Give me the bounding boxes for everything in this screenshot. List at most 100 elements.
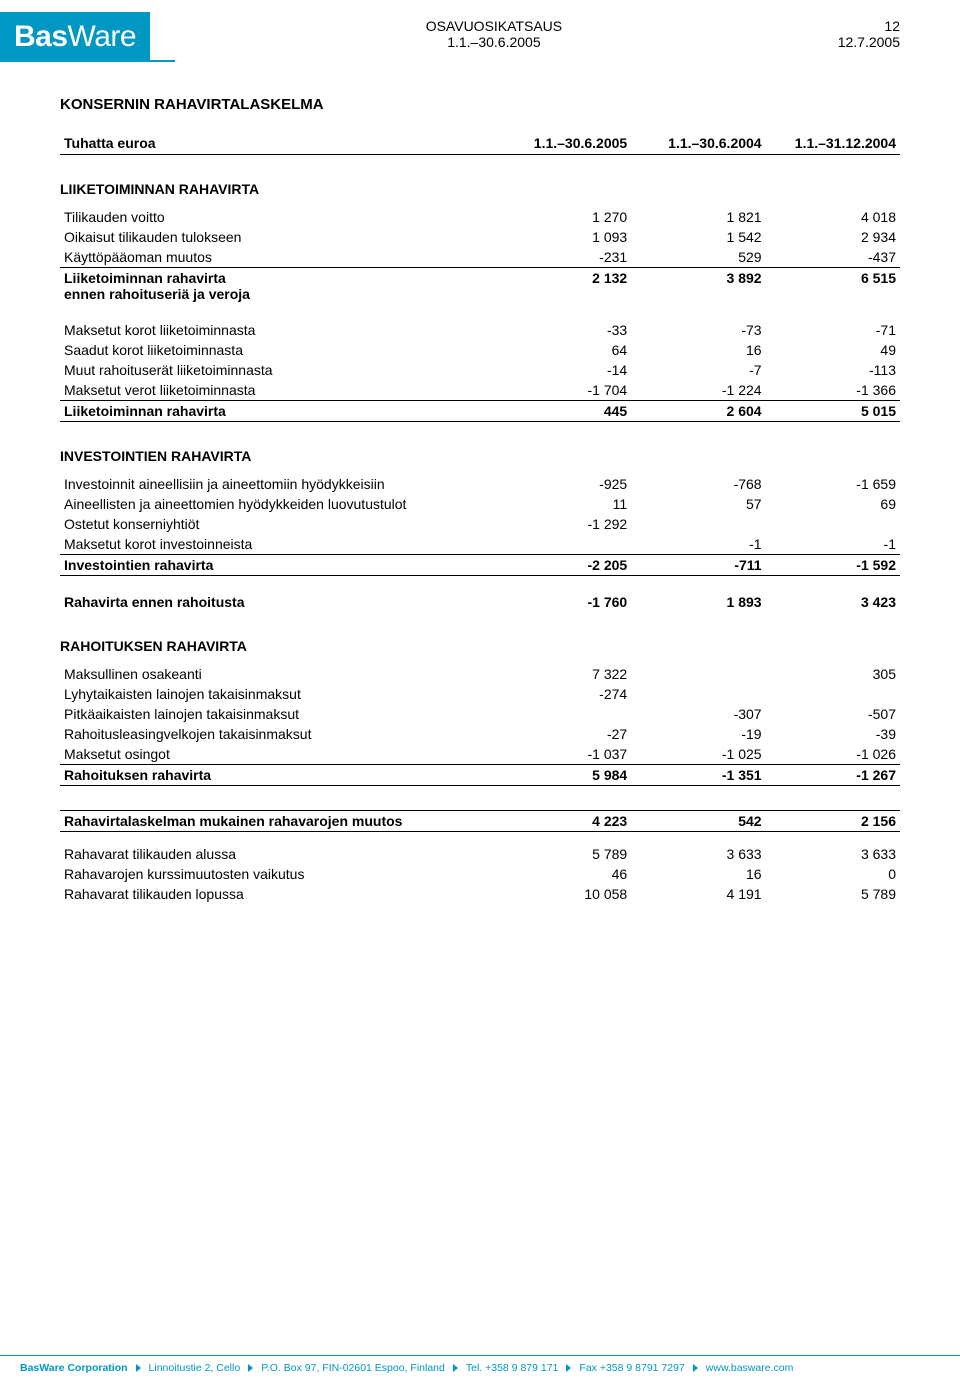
table-row: Ostetut konserniyhtiöt-1 292 (60, 514, 900, 534)
table-row: Rahoitusleasingvelkojen takaisinmaksut-2… (60, 724, 900, 744)
row-label: Maksetut osingot (60, 744, 497, 765)
row-value: -437 (766, 247, 900, 268)
row-value: -1 025 (631, 744, 765, 765)
fin-total-c3: -1 267 (766, 765, 900, 786)
row-value (631, 684, 765, 704)
col-3: 1.1.–31.12.2004 (766, 133, 900, 155)
pre-fin-c3: 3 423 (766, 592, 900, 612)
fin-total-c1: 5 984 (497, 765, 631, 786)
row-value: 1 542 (631, 227, 765, 247)
row-value: -768 (631, 474, 765, 494)
row-value: -1 037 (497, 744, 631, 765)
row-label: Maksetut korot investoinneista (60, 534, 497, 555)
row-value: -7 (631, 360, 765, 380)
change-c2: 542 (631, 811, 765, 832)
row-value: -1 (631, 534, 765, 555)
table-row: Rahavarojen kurssimuutosten vaikutus4616… (60, 864, 900, 884)
section-operating-title: LIIKETOIMINNAN RAHAVIRTA (60, 181, 900, 197)
row-value: 16 (631, 340, 765, 360)
row-label: Rahavarat tilikauden lopussa (60, 884, 497, 904)
row-label: Rahoitusleasingvelkojen takaisinmaksut (60, 724, 497, 744)
op-total-c1: 445 (497, 401, 631, 422)
table-row: Lyhytaikaisten lainojen takaisinmaksut-2… (60, 684, 900, 704)
op-total-c3: 5 015 (766, 401, 900, 422)
row-value: -231 (497, 247, 631, 268)
separator-icon (136, 1364, 141, 1372)
row-label: Saadut korot liiketoiminnasta (60, 340, 497, 360)
row-label: Aineellisten ja aineettomien hyödykkeide… (60, 494, 497, 514)
row-value: 5 789 (497, 844, 631, 864)
footer-tel: Tel. +358 9 879 171 (466, 1362, 559, 1374)
page-content: KONSERNIN RAHAVIRTALASKELMA Tuhatta euro… (0, 62, 960, 904)
table-row: Aineellisten ja aineettomien hyödykkeide… (60, 494, 900, 514)
footer-web: www.basware.com (706, 1362, 794, 1374)
op-subtotal-c1: 2 132 (497, 268, 631, 305)
row-value: -73 (631, 320, 765, 340)
row-value: -1 366 (766, 380, 900, 401)
row-value: 529 (631, 247, 765, 268)
row-value: -39 (766, 724, 900, 744)
row-value: -19 (631, 724, 765, 744)
row-label: Maksetut korot liiketoiminnasta (60, 320, 497, 340)
row-value: -925 (497, 474, 631, 494)
row-value: 7 322 (497, 664, 631, 684)
row-label: Muut rahoituserät liiketoiminnasta (60, 360, 497, 380)
inv-total-c1: -2 205 (497, 555, 631, 576)
row-value: -1 224 (631, 380, 765, 401)
table-row: Saadut korot liiketoiminnasta641649 (60, 340, 900, 360)
table-row: Oikaisut tilikauden tulokseen1 0931 5422… (60, 227, 900, 247)
row-value: -33 (497, 320, 631, 340)
section-investing-title: INVESTOINTIEN RAHAVIRTA (60, 448, 900, 464)
row-value: 4 191 (631, 884, 765, 904)
row-value (631, 664, 765, 684)
row-value: 64 (497, 340, 631, 360)
row-value: -307 (631, 704, 765, 724)
row-label: Oikaisut tilikauden tulokseen (60, 227, 497, 247)
row-value: 1 093 (497, 227, 631, 247)
row-value: -27 (497, 724, 631, 744)
table-row: Rahavarat tilikauden lopussa10 0584 1915… (60, 884, 900, 904)
row-label: Investoinnit aineellisiin ja aineettomii… (60, 474, 497, 494)
row-value: -1 026 (766, 744, 900, 765)
row-label: Pitkäaikaisten lainojen takaisinmaksut (60, 704, 497, 724)
fin-total-c2: -1 351 (631, 765, 765, 786)
row-value: -113 (766, 360, 900, 380)
col-1: 1.1.–30.6.2005 (497, 133, 631, 155)
row-value (497, 704, 631, 724)
row-value: 5 789 (766, 884, 900, 904)
footer-fax: Fax +358 9 8791 7297 (579, 1362, 684, 1374)
row-value (766, 514, 900, 534)
table-row: Maksetut osingot-1 037-1 025-1 026 (60, 744, 900, 765)
table-row: Maksetut korot liiketoiminnasta-33-73-71 (60, 320, 900, 340)
col-label: Tuhatta euroa (60, 133, 497, 155)
table-row: Investoinnit aineellisiin ja aineettomii… (60, 474, 900, 494)
row-value: -1 659 (766, 474, 900, 494)
table-row: Maksetut korot investoinneista-1-1 (60, 534, 900, 555)
row-value: 11 (497, 494, 631, 514)
row-value: -71 (766, 320, 900, 340)
closing-table: Rahavarat tilikauden alussa5 7893 6333 6… (60, 844, 900, 904)
row-label: Rahavarojen kurssimuutosten vaikutus (60, 864, 497, 884)
table-row: Tilikauden voitto1 2701 8214 018 (60, 207, 900, 227)
row-label: Tilikauden voitto (60, 207, 497, 227)
change-label: Rahavirtalaskelman mukainen rahavarojen … (60, 811, 497, 832)
change-table: Rahavirtalaskelman mukainen rahavarojen … (60, 810, 900, 832)
inv-total-c3: -1 592 (766, 555, 900, 576)
row-value: -274 (497, 684, 631, 704)
row-label: Maksullinen osakeanti (60, 664, 497, 684)
separator-icon (453, 1364, 458, 1372)
row-value (631, 514, 765, 534)
separator-icon (566, 1364, 571, 1372)
row-value: -14 (497, 360, 631, 380)
row-value: 10 058 (497, 884, 631, 904)
page-number: 12 (838, 18, 900, 34)
inv-total-row: Investointien rahavirta -2 205 -711 -1 5… (60, 555, 900, 576)
table-row: Rahavarat tilikauden alussa5 7893 6333 6… (60, 844, 900, 864)
brand-text: BasWare (14, 20, 136, 53)
op-total-row: Liiketoiminnan rahavirta 445 2 604 5 015 (60, 401, 900, 422)
table-row: Muut rahoituserät liiketoiminnasta-14-7-… (60, 360, 900, 380)
doc-date: 12.7.2005 (838, 34, 900, 50)
footer-pobox: P.O. Box 97, FIN-02601 Espoo, Finland (261, 1362, 445, 1374)
row-value: 0 (766, 864, 900, 884)
row-value: -1 704 (497, 380, 631, 401)
